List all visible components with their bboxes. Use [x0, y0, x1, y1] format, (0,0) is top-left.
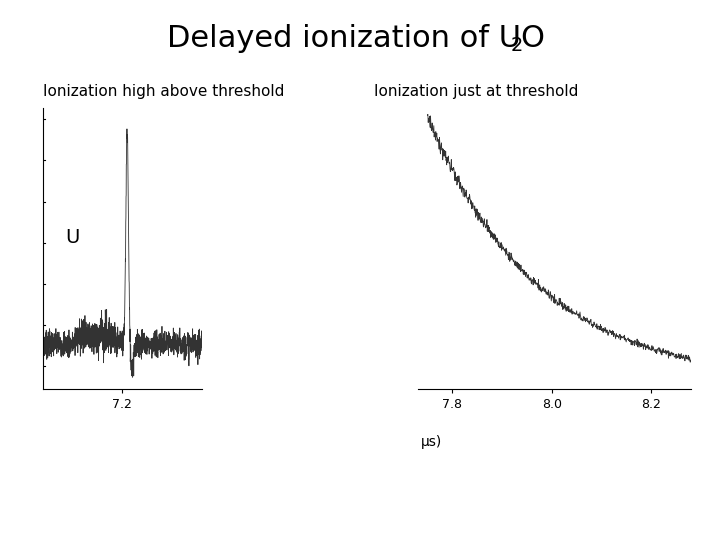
Text: U: U [66, 228, 80, 247]
Text: Delayed ionization of UO: Delayed ionization of UO [167, 24, 546, 53]
Text: Ionization high above threshold: Ionization high above threshold [43, 84, 284, 99]
Text: Ionization just at threshold: Ionization just at threshold [374, 84, 579, 99]
Text: 2: 2 [510, 36, 523, 55]
Text: μs): μs) [421, 435, 443, 449]
